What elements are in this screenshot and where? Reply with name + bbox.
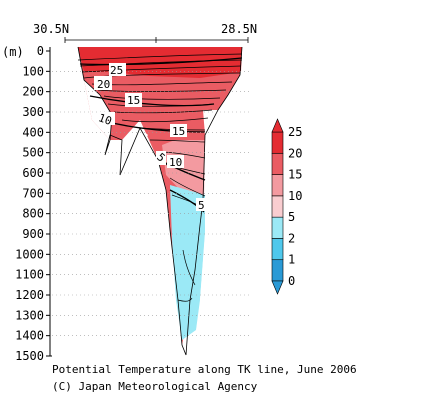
chart-title: Potential Temperature along TK line, Jun… — [52, 363, 357, 376]
contour-label: 5 — [198, 199, 205, 212]
colorbar-segment — [271, 216, 284, 239]
contour-label: 20 — [97, 78, 110, 91]
colorbar-tick-label: 20 — [288, 146, 302, 160]
y-axis-label: (m) — [2, 45, 24, 59]
colorbar-extend-bottom — [271, 280, 284, 295]
y-tick-label: 200 — [22, 85, 44, 99]
contour-label: 10 — [97, 111, 114, 128]
y-tick-labels: 0 100 200 300 400 500 600 700 800 900 1000 1100 1200… — [15, 44, 44, 363]
y-tick-label: 600 — [22, 166, 44, 180]
colorbar-segment — [271, 174, 284, 197]
top-axis — [64, 37, 249, 43]
axes-frame — [49, 47, 52, 357]
colorbar-tick-label: 1 — [288, 253, 295, 267]
colorbar-tick-label: 10 — [288, 189, 302, 203]
colorbar-segment — [271, 152, 284, 175]
y-tick-label: 700 — [22, 186, 44, 200]
y-tick-label: 400 — [22, 125, 44, 139]
colorbar-tick-label: 15 — [288, 168, 302, 182]
colorbar-segment — [271, 259, 284, 282]
colorbar-segment — [271, 195, 284, 218]
y-tick-label: 900 — [22, 227, 44, 241]
contour-labels: 25 20 15 10 15 5 10 5 — [94, 63, 207, 212]
contour-label: 10 — [169, 156, 182, 169]
y-tick-label: 500 — [22, 146, 44, 160]
colorbar-tick-label: 25 — [288, 125, 302, 139]
y-grid — [52, 71, 250, 336]
y-tick-label: 300 — [22, 105, 44, 119]
contour-label: 15 — [127, 94, 140, 107]
sea-floor-outline — [77, 46, 243, 356]
y-tick-label: 100 — [22, 64, 44, 78]
colorbar-segment — [271, 131, 284, 154]
colorbar-extend-top — [271, 118, 284, 133]
x-tick-label-right: 28.5N — [221, 22, 257, 36]
y-tick-label: 1000 — [15, 247, 44, 261]
y-tick-label: 1400 — [15, 329, 44, 343]
y-tick-label: 1500 — [15, 349, 44, 363]
colorbar-tick-label: 0 — [288, 274, 295, 288]
contour-label: 15 — [172, 125, 185, 138]
contour-label: 25 — [110, 64, 123, 77]
y-tick-label: 1300 — [15, 308, 44, 322]
y-tick-label: 1100 — [15, 268, 44, 282]
y-tick-label: 0 — [37, 44, 44, 58]
y-ticks — [46, 50, 50, 357]
y-tick-label: 800 — [22, 207, 44, 221]
y-tick-label: 1200 — [15, 288, 44, 302]
colorbar-segment — [271, 238, 284, 261]
x-tick-label-left: 30.5N — [33, 22, 69, 36]
colorbar-tick-label: 5 — [288, 210, 295, 224]
credit-text: (C) Japan Meteorological Agency — [52, 380, 258, 393]
colorbar-tick-label: 2 — [288, 231, 295, 245]
fill-band-warm — [78, 47, 242, 345]
